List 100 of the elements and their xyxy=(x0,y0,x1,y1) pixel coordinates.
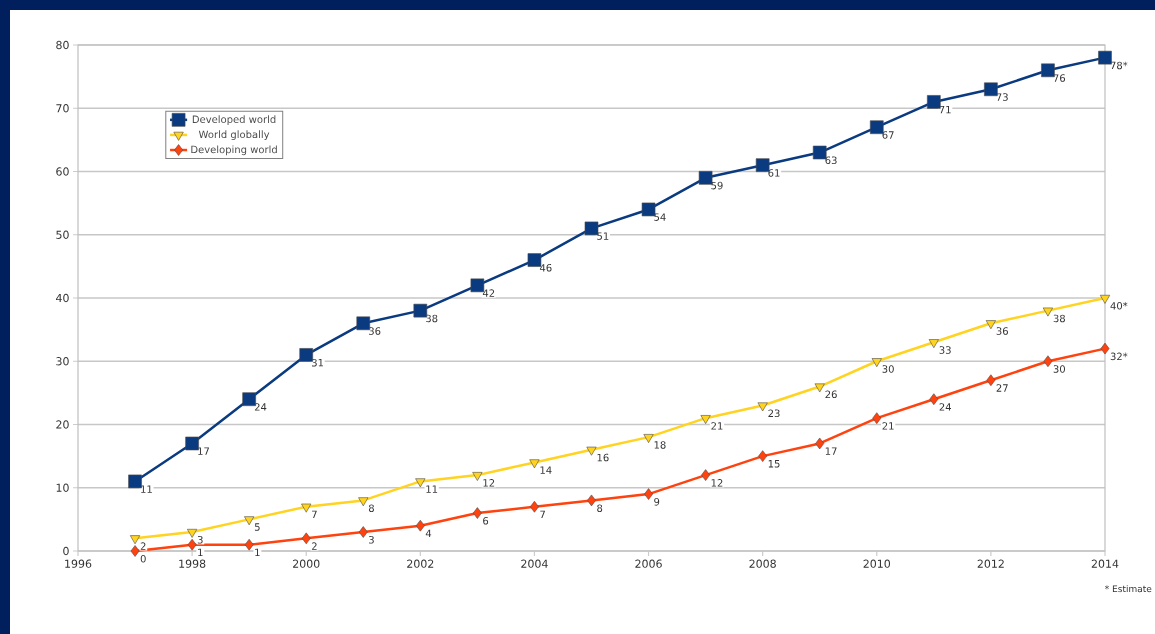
data-label: 27 xyxy=(996,384,1008,392)
legend-label: Developed world xyxy=(192,115,276,125)
point xyxy=(927,95,941,109)
point xyxy=(815,437,825,450)
data-label: 9 xyxy=(654,498,660,506)
data-label: 33 xyxy=(939,346,951,354)
data-label: 54 xyxy=(654,213,666,221)
data-label: 38 xyxy=(1053,314,1065,323)
y-tick-label: 20 xyxy=(56,420,69,429)
point xyxy=(985,320,996,330)
y-tick-label: 40 xyxy=(56,293,69,303)
point xyxy=(301,503,312,513)
point xyxy=(1098,50,1112,65)
point xyxy=(187,538,197,551)
data-label: 3 xyxy=(197,536,203,544)
point xyxy=(185,436,199,451)
point xyxy=(814,383,825,393)
point xyxy=(472,472,483,481)
data-label: 18 xyxy=(654,441,666,449)
point xyxy=(415,519,425,532)
point xyxy=(527,253,542,267)
legend-label: Developing world xyxy=(191,145,277,156)
data-label: 17 xyxy=(825,447,837,455)
point xyxy=(928,339,939,349)
data-label: 21 xyxy=(882,422,894,430)
data-label: 63 xyxy=(825,156,837,165)
x-tick-label: 2012 xyxy=(977,559,1004,568)
data-label: 2 xyxy=(311,542,317,550)
x-tick-label: 1998 xyxy=(179,559,206,568)
x-tick-label: 1996 xyxy=(65,559,92,568)
data-label: 42 xyxy=(482,289,495,297)
point xyxy=(812,145,827,160)
point xyxy=(1100,342,1110,355)
data-label: 17 xyxy=(198,447,209,455)
point xyxy=(415,478,426,488)
data-label: 1 xyxy=(255,548,260,556)
y-tick-label: 80 xyxy=(56,40,69,50)
point xyxy=(301,532,311,545)
data-label: 5 xyxy=(254,523,260,531)
data-label: 67 xyxy=(882,131,894,139)
data-label: 11 xyxy=(426,485,438,493)
point xyxy=(929,393,939,405)
point xyxy=(869,120,884,135)
data-label: 8 xyxy=(597,504,603,512)
point xyxy=(358,497,369,507)
point xyxy=(1043,355,1053,368)
point xyxy=(584,221,599,236)
point xyxy=(244,516,255,526)
point xyxy=(244,538,254,551)
data-label: 30 xyxy=(882,365,894,373)
point xyxy=(757,402,768,412)
y-tick-label: 30 xyxy=(56,357,69,366)
point xyxy=(643,434,654,443)
point xyxy=(242,392,256,406)
data-label: 38 xyxy=(426,314,438,323)
data-label: 59 xyxy=(711,181,723,190)
point xyxy=(755,158,770,172)
x-tick-label: 2006 xyxy=(635,559,662,568)
data-label: 31 xyxy=(311,358,324,367)
point xyxy=(984,82,998,97)
data-label: 32* xyxy=(1110,352,1128,361)
data-label: 46 xyxy=(539,264,552,272)
y-tick-label: 70 xyxy=(56,104,69,113)
point xyxy=(356,316,371,331)
point xyxy=(1042,307,1053,317)
data-label: 76 xyxy=(1053,74,1066,82)
point xyxy=(586,446,597,456)
legend-label: World globally xyxy=(198,130,270,141)
data-label: 40* xyxy=(1110,301,1128,310)
data-label: 6 xyxy=(483,517,489,525)
point xyxy=(358,526,368,538)
point xyxy=(187,528,198,538)
point xyxy=(413,303,428,318)
x-tick-label: 2008 xyxy=(749,559,776,568)
data-label: 12 xyxy=(711,479,723,487)
data-label: 71 xyxy=(939,105,951,114)
point xyxy=(641,202,656,217)
point xyxy=(986,374,996,387)
point xyxy=(698,171,713,185)
data-label: 36 xyxy=(369,327,381,335)
point xyxy=(130,545,140,557)
x-tick-label: 2010 xyxy=(863,559,891,568)
data-label: 11 xyxy=(141,485,152,493)
data-label: 23 xyxy=(768,409,780,418)
point xyxy=(129,535,141,545)
point xyxy=(1041,63,1055,78)
point xyxy=(701,469,711,481)
x-tick-label: 2000 xyxy=(293,559,320,568)
data-label: 14 xyxy=(540,466,552,474)
data-label: 78* xyxy=(1110,61,1128,70)
data-label: 15 xyxy=(768,460,780,468)
data-label: 8 xyxy=(368,504,374,512)
data-label: 24 xyxy=(254,403,267,411)
text: * Estimate xyxy=(1104,585,1152,593)
y-tick-label: 10 xyxy=(56,483,69,492)
y-tick-label: 0 xyxy=(63,546,69,556)
data-label: 2 xyxy=(140,542,146,550)
data-label: 12 xyxy=(483,479,495,487)
data-label: 16 xyxy=(597,453,609,462)
point xyxy=(299,348,314,362)
